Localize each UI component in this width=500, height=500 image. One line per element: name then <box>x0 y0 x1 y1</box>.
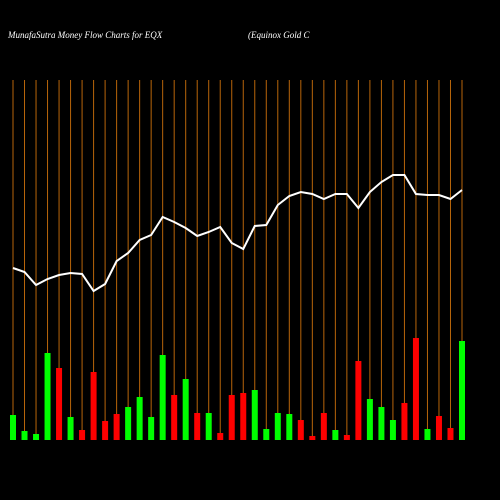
bar <box>343 435 350 440</box>
bar <box>10 415 16 440</box>
bar <box>125 407 132 440</box>
bar <box>286 414 293 440</box>
bar <box>263 429 270 440</box>
bar <box>56 368 63 440</box>
bar <box>90 372 97 440</box>
bar <box>102 421 109 440</box>
bar <box>182 379 189 440</box>
bar <box>332 430 339 440</box>
bar <box>113 414 120 440</box>
bar <box>320 413 327 440</box>
bar <box>355 361 362 440</box>
bar <box>251 390 258 440</box>
bar <box>171 395 178 440</box>
bar <box>366 399 373 440</box>
bar <box>217 433 224 440</box>
bar <box>435 416 442 440</box>
bar <box>378 407 385 440</box>
bar <box>447 428 454 440</box>
bar <box>67 417 74 440</box>
money-flow-line <box>12 174 463 293</box>
bar <box>459 341 465 440</box>
bar <box>148 417 155 440</box>
bar <box>274 413 281 440</box>
bar <box>228 395 235 440</box>
bar <box>33 434 40 440</box>
bar <box>309 436 316 440</box>
bar <box>389 420 396 440</box>
bar <box>240 393 247 440</box>
bar <box>412 338 419 440</box>
chart-title: MunafaSutra Money Flow Charts for EQX <box>7 30 163 40</box>
bar <box>21 431 28 440</box>
bar <box>136 397 143 440</box>
bar <box>44 353 51 440</box>
bar <box>297 420 304 440</box>
bar <box>205 413 212 440</box>
bar <box>194 413 201 440</box>
bar <box>401 403 408 440</box>
bar <box>159 355 166 440</box>
bar <box>79 430 86 440</box>
chart-subtitle: (Equinox Gold C <box>248 30 310 40</box>
bar <box>424 429 431 440</box>
